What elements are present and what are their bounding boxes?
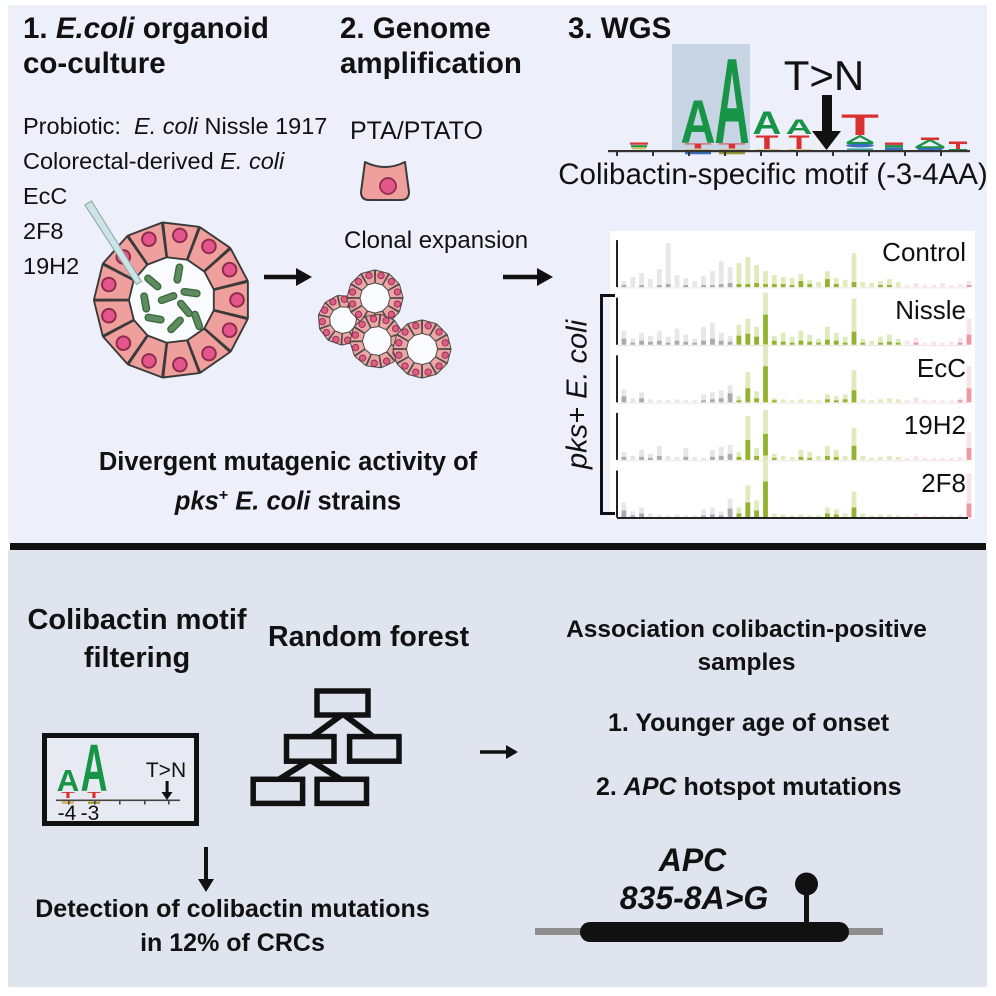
svg-text:T: T	[61, 791, 76, 800]
svg-text:T: T	[87, 791, 102, 800]
svg-text:19H2: 19H2	[904, 410, 966, 440]
svg-text:T: T	[684, 142, 712, 150]
svg-text:T: T	[788, 132, 809, 154]
svg-text:A: A	[57, 763, 80, 798]
svg-text:T>N: T>N	[784, 52, 865, 99]
svg-text:T: T	[718, 142, 746, 150]
svg-text:-3: -3	[81, 802, 100, 821]
svg-text:A: A	[680, 88, 715, 157]
svg-text:T: T	[755, 132, 779, 153]
svg-text:EcC: EcC	[917, 353, 966, 383]
svg-text:A: A	[714, 33, 749, 168]
svg-text:T>N: T>N	[146, 759, 186, 782]
svg-text:Control: Control	[882, 237, 966, 267]
svg-text:A: A	[753, 105, 782, 141]
svg-text:A: A	[81, 738, 108, 806]
svg-text:2F8: 2F8	[921, 468, 966, 498]
svg-text:-4: -4	[58, 802, 77, 821]
svg-text:Nissle: Nissle	[895, 295, 966, 325]
svg-text:A: A	[786, 116, 813, 139]
